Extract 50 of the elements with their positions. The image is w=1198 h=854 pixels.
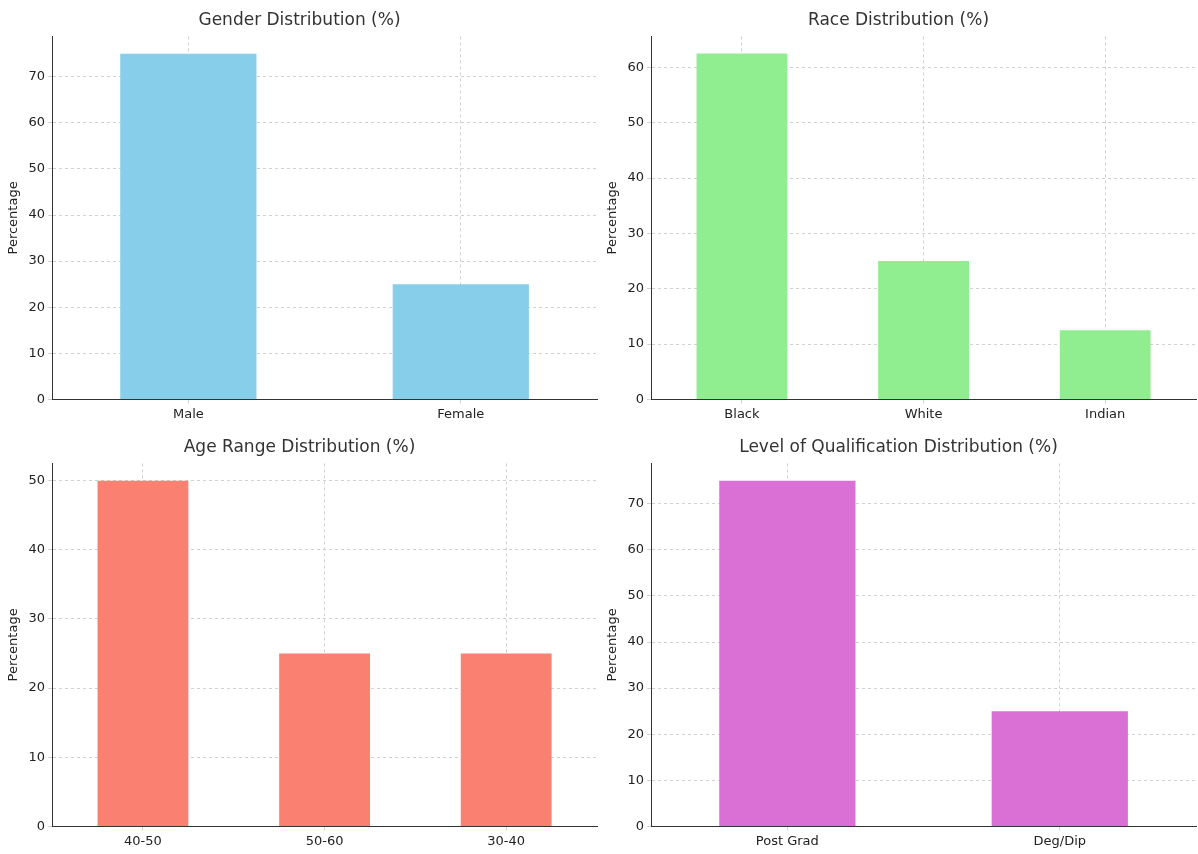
bar [696,53,788,399]
y-tick-label: 60 [627,541,645,557]
x-tick-label: Female [437,405,485,421]
y-tick-label: 20 [627,280,645,296]
x-tick-label: White [904,405,943,421]
y-tick-label: 60 [28,114,46,130]
y-tick-label: 10 [627,335,645,351]
y-tick-label: 30 [28,252,46,268]
x-tick-label: 50-60 [305,832,344,848]
y-tick-label: 30 [627,224,645,240]
y-tick-label: 0 [635,390,645,406]
y-tick-label: 50 [627,114,645,130]
y-tick-label: 20 [28,298,46,314]
y-axis-title: Percentage [5,181,21,255]
y-tick-label: 30 [28,610,46,626]
y-tick-label: 20 [28,679,46,695]
y-tick-label: 40 [28,206,46,222]
y-tick-label: 50 [627,587,645,603]
y-tick-label: 50 [28,472,46,488]
y-tick-label: 30 [627,679,645,695]
y-axis-title: Percentage [604,181,620,255]
chart-title: Level of Qualification Distribution (%) [739,435,1058,456]
y-tick-label: 70 [28,68,46,84]
y-tick-label: 10 [28,344,46,360]
y-tick-label: 40 [627,169,645,185]
y-tick-label: 50 [28,160,46,176]
chart-title: Gender Distribution (%) [198,8,401,29]
x-tick-label: Deg/Dip [1033,832,1087,848]
y-tick-label: 40 [28,541,46,557]
y-tick-label: 10 [28,748,46,764]
bar [1059,330,1151,399]
y-tick-label: 10 [627,771,645,787]
x-tick-label: 30-40 [487,832,526,848]
chart-title: Race Distribution (%) [807,8,990,29]
y-tick-label: 20 [627,725,645,741]
x-tick-label: Post Grad [755,832,819,848]
y-tick-label: 70 [627,495,645,511]
y-tick-label: 60 [627,58,645,74]
x-tick-label: Male [172,405,204,421]
chart-title: Age Range Distribution (%) [183,435,416,456]
bar [878,261,969,399]
x-tick-label: Black [724,405,760,421]
y-tick-label: 40 [627,633,645,649]
y-axis-title: Percentage [5,608,21,682]
y-tick-label: 0 [36,817,46,833]
x-tick-label: Indian [1085,405,1126,421]
y-tick-label: 0 [635,817,645,833]
y-tick-label: 0 [36,390,46,406]
x-tick-label: 40-50 [124,832,162,848]
y-axis-title: Percentage [604,608,620,682]
